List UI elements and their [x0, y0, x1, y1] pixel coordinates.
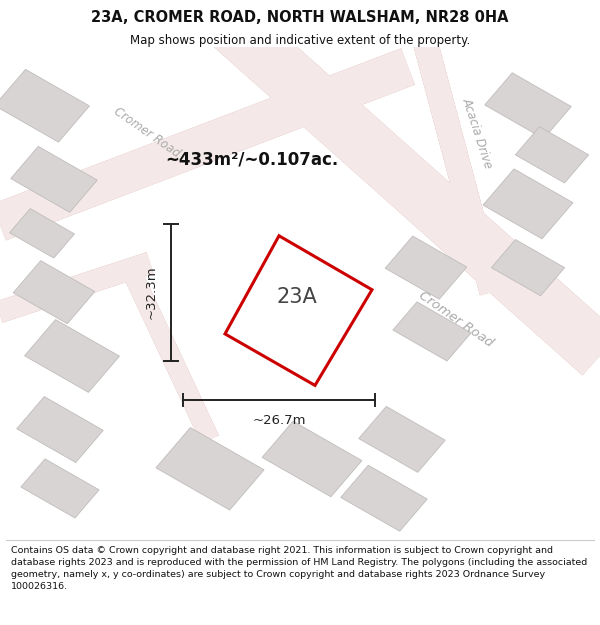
Text: Cromer Road: Cromer Road	[112, 105, 182, 161]
Bar	[10, 209, 74, 258]
Text: ~26.7m: ~26.7m	[252, 414, 306, 427]
Bar	[11, 146, 97, 212]
Text: ~32.3m: ~32.3m	[145, 266, 158, 319]
Polygon shape	[225, 236, 372, 386]
Text: Map shows position and indicative extent of the property.: Map shows position and indicative extent…	[130, 34, 470, 47]
Bar	[393, 302, 471, 361]
Bar	[262, 421, 362, 497]
Bar	[359, 406, 445, 472]
Bar	[13, 261, 95, 324]
Bar	[491, 239, 565, 296]
Text: ~433m²/~0.107ac.: ~433m²/~0.107ac.	[166, 151, 338, 169]
Bar	[385, 236, 467, 299]
Text: Contains OS data © Crown copyright and database right 2021. This information is : Contains OS data © Crown copyright and d…	[11, 546, 587, 591]
Bar	[156, 428, 264, 510]
Text: 23A, CROMER ROAD, NORTH WALSHAM, NR28 0HA: 23A, CROMER ROAD, NORTH WALSHAM, NR28 0H…	[91, 10, 509, 25]
Bar	[17, 397, 103, 462]
Bar	[341, 465, 427, 531]
Bar	[483, 169, 573, 239]
Text: 23A: 23A	[277, 287, 317, 307]
Bar	[515, 127, 589, 183]
Bar	[25, 319, 119, 392]
Bar	[0, 69, 89, 142]
Bar	[21, 459, 99, 518]
Text: Acacia Drive: Acacia Drive	[460, 96, 494, 170]
Text: Cromer Road: Cromer Road	[416, 289, 496, 349]
Bar	[485, 72, 571, 139]
